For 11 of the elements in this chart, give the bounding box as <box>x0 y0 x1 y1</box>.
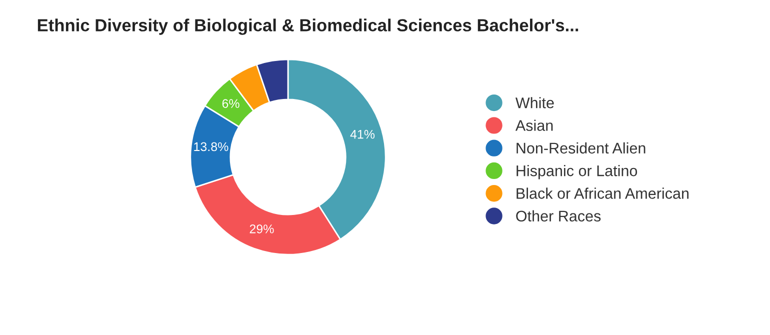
legend-label: White <box>515 97 554 108</box>
legend-label: Hispanic or Latino <box>516 165 638 180</box>
legend-label: Black or African American <box>516 188 688 199</box>
data-label: 29% <box>250 224 274 234</box>
data-label: 13.8% <box>194 142 228 152</box>
legend-label: Other Races <box>516 210 601 222</box>
data-label: 41% <box>350 130 375 139</box>
chart-title: Ethnic Diversity of Biological & Biomedical Sciences Bachelor's... <box>38 18 578 35</box>
legend-label: Asian <box>515 120 553 131</box>
legend-label: Non-Resident Alien <box>516 142 646 154</box>
data-label: 6% <box>222 99 240 108</box>
